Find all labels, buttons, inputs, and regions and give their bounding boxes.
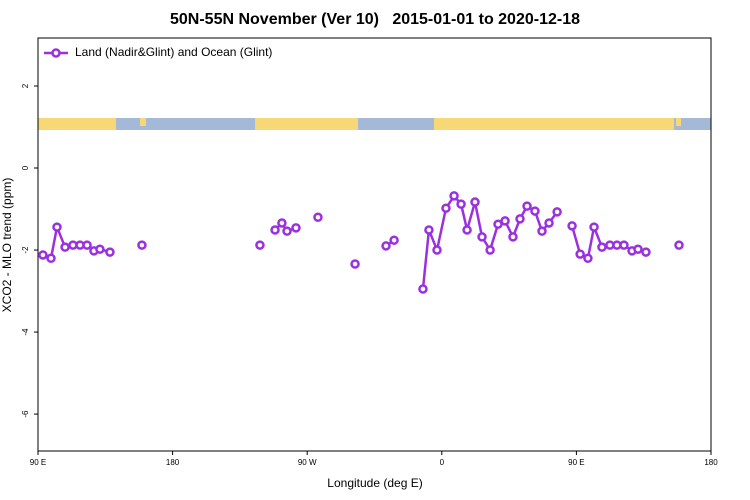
x-tick-label: 90 E: [30, 458, 46, 467]
data-point: [95, 244, 105, 254]
data-point: [544, 218, 554, 228]
data-point: [508, 232, 518, 242]
chart-title: 50N-55N November (Ver 10) 2015-01-01 to …: [170, 11, 580, 28]
data-point: [255, 240, 265, 250]
x-tick-label: 180: [166, 458, 180, 467]
data-point: [277, 218, 287, 228]
data-point: [530, 206, 540, 216]
data-point: [137, 240, 147, 250]
land-strip: [255, 118, 358, 130]
x-tick-label: 90 W: [298, 458, 317, 467]
land-strip: [140, 118, 146, 126]
data-point: [575, 249, 585, 259]
data-point: [477, 232, 487, 242]
x-tick-label: 180: [704, 458, 718, 467]
data-point: [282, 226, 292, 236]
data-point: [432, 245, 442, 255]
land-strip: [676, 118, 681, 126]
y-tick-label: -2: [21, 246, 30, 254]
y-tick-label: 2: [21, 83, 30, 88]
data-point: [270, 225, 280, 235]
data-point: [641, 247, 651, 257]
data-point: [674, 240, 684, 250]
data-point: [485, 245, 495, 255]
data-point: [456, 199, 466, 209]
data-point: [38, 250, 48, 260]
data-point: [418, 284, 428, 294]
data-point: [105, 247, 115, 257]
data-point: [389, 235, 399, 245]
data-point: [449, 191, 459, 201]
data-point: [291, 223, 301, 233]
data-point: [462, 225, 472, 235]
data-point: [493, 219, 503, 229]
data-point: [46, 253, 56, 263]
plot-frame: [37, 37, 712, 452]
legend-label: Land (Nadir&Glint) and Ocean (Glint): [75, 45, 272, 59]
data-point: [633, 244, 643, 254]
data-point: [82, 240, 92, 250]
legend-marker: [51, 48, 61, 58]
data-point: [313, 212, 323, 222]
data-point: [424, 225, 434, 235]
data-point: [552, 207, 562, 217]
data-point: [52, 222, 62, 232]
y-axis-label: XCO2 - MLO trend (ppm): [0, 178, 14, 313]
data-point: [522, 201, 532, 211]
x-tick-label: 90 E: [568, 458, 584, 467]
data-point: [589, 222, 599, 232]
data-point: [597, 242, 607, 252]
data-point: [381, 241, 391, 251]
y-tick-label: 0: [21, 165, 30, 170]
x-axis-label: Longitude (deg E): [327, 476, 422, 490]
x-tick-label: 0: [440, 458, 445, 467]
map-band: [38, 118, 711, 130]
y-tick-label: -4: [21, 328, 30, 336]
data-point: [60, 242, 70, 252]
data-point: [567, 221, 577, 231]
data-point: [515, 214, 525, 224]
data-point: [537, 226, 547, 236]
land-strip: [434, 118, 674, 130]
data-point: [583, 253, 593, 263]
data-point: [619, 240, 629, 250]
data-point: [441, 203, 451, 213]
data-point: [500, 216, 510, 226]
y-tick-label: -6: [21, 410, 30, 418]
data-point: [470, 197, 480, 207]
land-strip: [38, 118, 116, 130]
data-point: [350, 259, 360, 269]
